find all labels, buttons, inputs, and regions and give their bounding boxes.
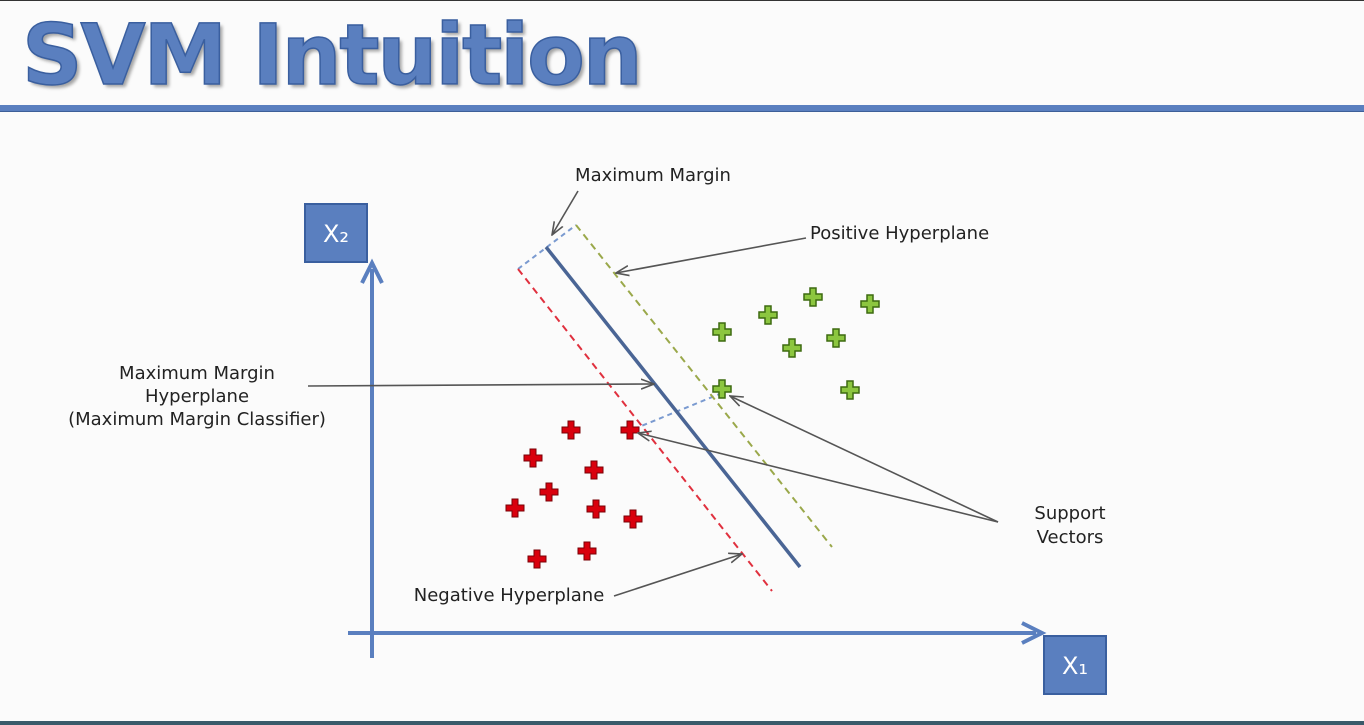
x-axis — [348, 621, 1047, 645]
plus-icon-green — [840, 380, 860, 400]
plus-icon-red — [527, 549, 547, 569]
support-vector-arrow-red — [638, 433, 999, 523]
plus-icon-green — [712, 322, 732, 342]
plus-icon-red-support-vector — [620, 420, 640, 440]
plus-icon-red — [561, 420, 581, 440]
annotation-arrows — [307, 190, 999, 597]
x1-axis-label-box: X₁ — [1043, 635, 1107, 695]
title-divider — [0, 105, 1364, 112]
support-vector-arrow-green — [730, 396, 999, 523]
plus-icon-red — [623, 509, 643, 529]
positive-hyperplane-line — [575, 224, 833, 548]
x2-axis-label: X₂ — [323, 220, 349, 248]
negative-hyperplane-line — [517, 268, 773, 592]
support-vectors-label-line2: Vectors — [1037, 527, 1104, 548]
mmh-label-line3: (Maximum Margin Classifier) — [68, 409, 326, 430]
plus-icon-red — [523, 448, 543, 468]
plus-icon-red — [586, 499, 606, 519]
positive-points — [712, 287, 880, 400]
negative-points — [505, 420, 643, 569]
plus-icon-green — [803, 287, 823, 307]
page-title: SVM Intuition — [21, 5, 643, 105]
mmh-arrow — [307, 384, 654, 386]
plus-icon-green — [758, 305, 778, 325]
plus-icon-green — [826, 328, 846, 348]
plus-icon-green — [860, 294, 880, 314]
plus-icon-green — [782, 338, 802, 358]
mmh-label-line2: Hyperplane — [145, 386, 249, 407]
maximum-margin-hyperplane-line — [544, 245, 802, 569]
negative-hyperplane-arrow — [613, 554, 742, 597]
plus-icon-green-support-vector — [712, 379, 732, 399]
plus-icon-red — [539, 482, 559, 502]
support-vectors-label-line1: Support — [1034, 503, 1105, 524]
maximum-margin-arrow — [552, 190, 579, 235]
x2-axis-label-box: X₂ — [304, 203, 368, 263]
positive-hyperplane-arrow — [616, 237, 807, 273]
mmh-label-line1: Maximum Margin — [119, 363, 275, 384]
negative-hyperplane-label: Negative Hyperplane — [414, 585, 605, 606]
positive-hyperplane-label: Positive Hyperplane — [810, 223, 989, 244]
plus-icon-red — [577, 541, 597, 561]
plus-icon-red — [505, 498, 525, 518]
maximum-margin-label: Maximum Margin — [575, 165, 731, 186]
y-axis — [360, 258, 384, 658]
bottom-divider — [0, 721, 1364, 725]
plus-icon-red — [584, 460, 604, 480]
x1-axis-label: X₁ — [1062, 652, 1088, 680]
